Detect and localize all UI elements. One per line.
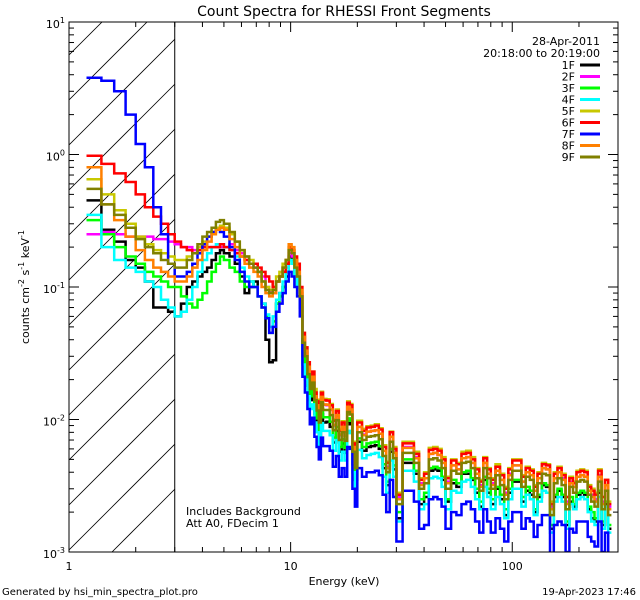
x-tick-label: 100 xyxy=(502,560,523,573)
x-tick-label: 1 xyxy=(66,560,73,573)
legend-label-2F: 2F xyxy=(562,71,575,84)
series-line-9F xyxy=(86,187,612,517)
legend-time-range: 20:18:00 to 20:19:00 xyxy=(483,47,600,60)
chart-title: Count Spectra for RHESSI Front Segments xyxy=(197,4,491,20)
legend-label-3F: 3F xyxy=(562,82,575,95)
legend-label-4F: 4F xyxy=(562,94,575,107)
legend-label-5F: 5F xyxy=(562,105,575,118)
series-line-7F xyxy=(86,76,610,552)
annotation-background: Includes Background xyxy=(186,505,301,518)
annotation-attenuator: Att A0, FDecim 1 xyxy=(186,517,279,530)
legend-label-7F: 7F xyxy=(562,128,575,141)
legend-label-1F: 1F xyxy=(562,59,575,72)
y-axis-label: counts cm-2 s-1 keV-1 xyxy=(17,230,32,344)
x-axis-label: Energy (keV) xyxy=(309,575,380,588)
legend-date: 28-Apr-2011 xyxy=(532,35,600,48)
legend-label-6F: 6F xyxy=(562,117,575,130)
x-tick-label: 10 xyxy=(284,560,298,573)
legend-label-9F: 9F xyxy=(562,151,575,164)
footer-timestamp: 19-Apr-2023 17:46 xyxy=(542,587,636,598)
y-tick-label: 10-2 xyxy=(43,414,65,429)
footer-generated-by: Generated by hsi_min_spectra_plot.pro xyxy=(2,587,198,598)
legend-label-8F: 8F xyxy=(562,140,575,153)
y-tick-label: 10-3 xyxy=(43,546,65,561)
y-tick-label: 100 xyxy=(46,149,65,164)
y-tick-label: 101 xyxy=(46,16,65,31)
y-tick-label: 10-1 xyxy=(43,281,65,296)
